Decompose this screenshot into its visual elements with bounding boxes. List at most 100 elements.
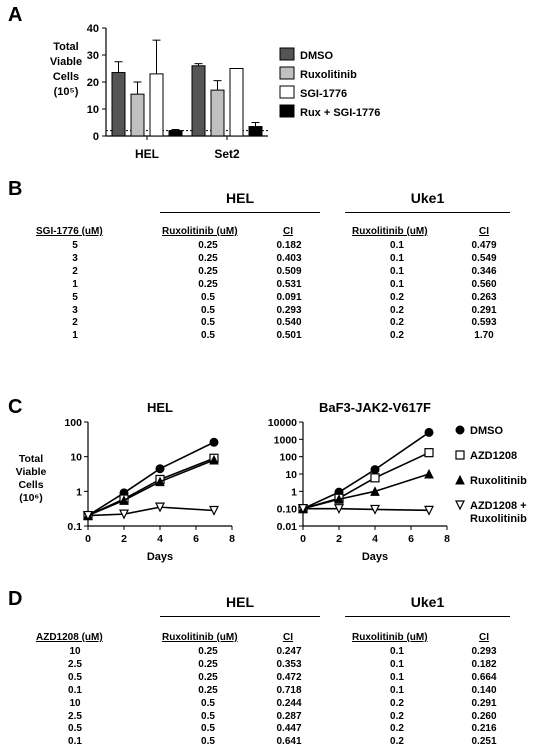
x-tick-label: 2: [336, 533, 342, 545]
x-tick-label: 2: [121, 533, 127, 545]
y-tick-label: 10: [70, 452, 82, 464]
y-axis-label: Total: [19, 453, 43, 465]
bar: [191, 65, 206, 137]
y-tick-label: 10: [285, 469, 297, 481]
combination-index-table-sgi: HEL Uke1 SGI-1776 (uM) Ruxolitinib (uM) CI Ru…: [0, 180, 548, 380]
marker-square: [370, 473, 380, 483]
table-cell-ruxolitinib-dose: 0.5: [201, 736, 215, 748]
table-cell-ruxolitinib-dose: 0.2: [390, 723, 404, 735]
y-tick-label: 30: [87, 50, 99, 62]
table-cell-ci: 0.346: [471, 265, 497, 277]
column-header-ci: CI: [283, 226, 293, 237]
table-cell-ruxolitinib-dose: 0.25: [198, 684, 218, 696]
table-cell-ci: 0.549: [471, 252, 497, 264]
table-cell-ruxolitinib-dose: 0.1: [390, 684, 404, 696]
series-line: [303, 507, 430, 512]
table-cell-ruxolitinib-dose: 0.2: [390, 330, 404, 342]
panel-letter-b: B: [8, 178, 23, 200]
table-cell-ruxolitinib-dose: 0.2: [390, 697, 404, 709]
series-line: [87, 459, 215, 517]
x-tick-label: Set2: [214, 147, 240, 161]
table-cell-ci: 0.260: [471, 710, 497, 722]
marker-square: [455, 450, 465, 460]
table-cell-ruxolitinib-dose: 0.25: [198, 646, 218, 657]
table-cell-ci: 0.479: [471, 240, 497, 251]
y-axis-label: (10⁵): [54, 86, 79, 98]
table-cell-ruxolitinib-dose: 0.5: [201, 304, 215, 316]
chart-title: BaF3-JAK2-V617F: [319, 400, 431, 415]
table-cell-ruxolitinib-dose: 0.1: [390, 240, 404, 251]
table-cell-ruxolitinib-dose: 0.1: [390, 252, 404, 264]
table-cell-drug-dose: 0.1: [68, 736, 82, 748]
y-tick-label: 20: [87, 77, 99, 89]
table-cell-ruxolitinib-dose: 0.1: [390, 278, 404, 290]
legend-label: DMSO: [470, 425, 503, 437]
table-cell-ci: 0.509: [276, 265, 302, 277]
table-cell-ci: 0.353: [276, 658, 302, 670]
table-cell-ruxolitinib-dose: 0.5: [201, 317, 215, 329]
combination-index-table-azd: HEL Uke1 AZD1208 (uM) Ruxolitinib (uM) CI Rux…: [0, 588, 548, 748]
table-cell-ci: 0.664: [471, 671, 497, 683]
table-cell-ruxolitinib-dose: 0.25: [198, 671, 218, 683]
table-cell-drug-dose: 2.5: [68, 710, 82, 722]
table-cell-drug-dose: 10: [69, 646, 81, 657]
bar: [149, 73, 164, 137]
table-cell-ci: 0.641: [276, 736, 302, 748]
table-cell-ci: 1.70: [474, 330, 494, 342]
table-cell-ci: 0.287: [276, 710, 302, 722]
table-cell-ruxolitinib-dose: 0.1: [390, 671, 404, 683]
table-cell-ci: 0.251: [471, 736, 497, 748]
y-tick-label: 1: [291, 486, 297, 498]
panel-letter-d: D: [8, 588, 23, 610]
table-cell-ruxolitinib-dose: 0.25: [198, 240, 218, 251]
table-cell-ci: 0.182: [276, 240, 302, 251]
table-cell-ci: 0.403: [276, 252, 302, 264]
table-cell-ci: 0.091: [276, 291, 302, 303]
table-cell-ci: 0.540: [276, 317, 302, 329]
group-divider-line: [345, 212, 510, 213]
marker-triangle: [455, 474, 465, 485]
table-cell-drug-dose: 2.5: [68, 658, 82, 670]
table-cell-ruxolitinib-dose: 0.25: [198, 658, 218, 670]
marker-triangle-down: [155, 502, 165, 513]
table-cell-ci: 0.531: [276, 278, 302, 290]
y-axis-label: Total: [53, 41, 78, 53]
table-cell-drug-dose: 3: [72, 304, 78, 316]
y-tick-label: 10: [87, 104, 99, 116]
y-tick-label: 100: [279, 452, 297, 464]
table-cell-ruxolitinib-dose: 0.1: [390, 646, 404, 657]
y-tick-label: 0: [93, 131, 99, 143]
x-axis-label: Days: [362, 551, 388, 563]
table-cell-ruxolitinib-dose: 0.25: [198, 278, 218, 290]
table-cell-ci: 0.718: [276, 684, 302, 696]
y-axis-label: Cells: [18, 479, 43, 491]
marker-triangle: [370, 486, 380, 496]
column-header-ruxolitinib: Ruxolitinib (uM): [352, 226, 428, 237]
bar: [130, 93, 145, 137]
group-divider-line: [160, 616, 320, 617]
table-cell-ci: 0.560: [471, 278, 497, 290]
bar: [111, 72, 126, 137]
table-cell-ruxolitinib-dose: 0.25: [198, 265, 218, 277]
y-tick-label: 10000: [268, 417, 297, 429]
table-cell-ruxolitinib-dose: 0.2: [390, 291, 404, 303]
x-tick-label: 4: [372, 533, 378, 545]
marker-triangle-down: [334, 504, 344, 515]
chart-title: HEL: [147, 400, 173, 415]
marker-circle: [370, 465, 380, 475]
bar-chart-viable-cells: Total Viable Cells (10⁵) 0 10 20 30 40 HEL Set2 DMS…: [50, 23, 381, 161]
table-cell-ci: 0.244: [276, 697, 302, 709]
y-tick-label: 40: [87, 23, 99, 35]
table-cell-ci: 0.501: [276, 330, 302, 342]
table-cell-ruxolitinib-dose: 0.2: [390, 710, 404, 722]
series-line: [302, 473, 430, 510]
marker-triangle: [424, 468, 434, 479]
table-cell-ruxolitinib-dose: 0.5: [201, 330, 215, 342]
table-cell-drug-dose: 2: [72, 265, 78, 277]
table-cell-ci: 0.140: [471, 684, 497, 696]
group-divider-line: [345, 616, 510, 617]
table-cell-drug-dose: 3: [72, 252, 78, 264]
group-title-uke1: Uke1: [410, 594, 445, 610]
table-cell-ci: 0.291: [471, 304, 497, 316]
